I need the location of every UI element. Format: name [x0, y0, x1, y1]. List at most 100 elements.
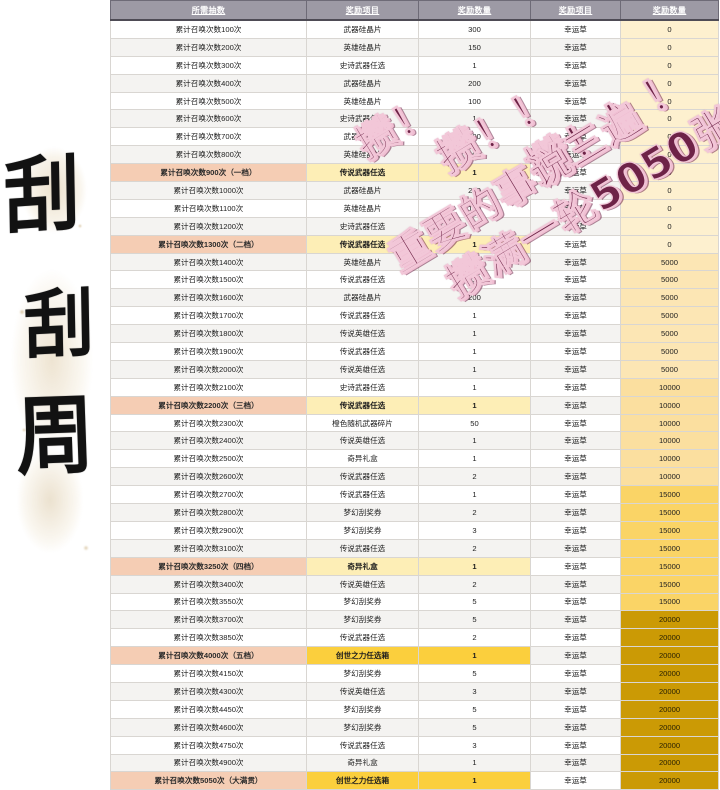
cell-reward-item-2: 幸运草: [530, 324, 621, 344]
cell-required-draws: 累计召唤次数700次: [110, 127, 307, 147]
cell-reward-qty-2: 0: [620, 163, 719, 183]
cell-reward-qty-1: 1: [418, 646, 531, 666]
cell-reward-qty-2: 20000: [620, 610, 719, 630]
ink-blot-background: [0, 130, 110, 560]
cell-reward-qty-1: 3: [418, 520, 531, 540]
watermark-char-1: 刮: [3, 144, 81, 247]
cell-reward-qty-1: 5: [418, 592, 531, 612]
table-row: 累计召唤次数2200次（三档） 传说武器任选 1 幸运草 10000: [110, 395, 719, 415]
cell-reward-qty-2: 20000: [620, 771, 719, 790]
cell-reward-item-1: 梦幻刮奖券: [306, 520, 419, 540]
cell-reward-qty-2: 15000: [620, 538, 719, 558]
calligraphy-watermark: 刮 刮 周: [0, 0, 110, 720]
cell-reward-qty-2: 15000: [620, 592, 719, 612]
cell-reward-qty-1: 1: [418, 431, 531, 451]
cell-reward-qty-1: 1: [418, 395, 531, 415]
cell-reward-item-1: 武器硅晶片: [306, 19, 419, 39]
cell-reward-item-1: 传说武器任选: [306, 342, 419, 361]
table-row: 累计召唤次数600次 史诗武器任选 1 幸运草 0: [110, 109, 719, 129]
table-row: 累计召唤次数2800次 梦幻刮奖券 2 幸运草 15000: [110, 503, 719, 522]
cell-required-draws: 累计召唤次数1500次: [110, 270, 307, 290]
cell-reward-qty-2: 0: [620, 19, 719, 39]
cell-required-draws: 累计召唤次数2400次: [110, 431, 307, 451]
table-row: 累计召唤次数4750次 传说武器任选 3 幸运草 20000: [110, 735, 719, 755]
header-reward-qty-2: 奖励数量: [620, 0, 719, 21]
cell-reward-qty-2: 5000: [620, 359, 719, 379]
cell-required-draws: 累计召唤次数1700次: [110, 306, 307, 326]
header-required-draws: 所需抽数: [110, 0, 307, 21]
table-body: 累计召唤次数100次 武器硅晶片 300 幸运草 0 累计召唤次数200次 英雄硅晶片 150…: [110, 19, 719, 790]
cell-reward-qty-1: 2: [418, 538, 531, 558]
table-row: 累计召唤次数4900次 奇异礼盒 1 幸运草 20000: [110, 753, 719, 773]
cell-reward-qty-1: 1: [418, 449, 531, 469]
cell-reward-item-2: 幸运草: [530, 395, 621, 415]
table-row: 累计召唤次数3250次（四档） 奇异礼盒 1 幸运草 15000: [110, 556, 719, 576]
table-row: 累计召唤次数2000次 传说英雄任选 1 幸运草 5000: [110, 359, 719, 379]
cell-reward-qty-1: 3: [418, 681, 531, 701]
cell-required-draws: 累计召唤次数1900次: [110, 342, 307, 361]
cell-reward-item-1: 史诗武器任选: [306, 109, 419, 129]
cell-reward-qty-1: 200: [418, 73, 531, 93]
table-row: 累计召唤次数800次 英雄硅晶片 100 幸运草 0: [110, 145, 719, 165]
cell-required-draws: 累计召唤次数200次: [110, 37, 307, 57]
cell-reward-item-1: 英雄硅晶片: [306, 37, 419, 57]
cell-reward-qty-1: 1: [418, 556, 531, 576]
table-row: 累计召唤次数4150次 梦幻刮奖券 5 幸运草 20000: [110, 664, 719, 683]
cell-reward-qty-2: 0: [620, 73, 719, 93]
cell-reward-qty-1: 300: [418, 19, 531, 39]
cell-reward-item-1: 传说武器任选: [306, 163, 419, 183]
cell-required-draws: 累计召唤次数2100次: [110, 377, 307, 397]
cell-reward-qty-1: 1: [418, 306, 531, 326]
cell-required-draws: 累计召唤次数1200次: [110, 216, 307, 236]
cell-reward-qty-1: 5: [418, 664, 531, 683]
cell-reward-item-2: 幸运草: [530, 503, 621, 522]
table-row: 累计召唤次数2500次 奇异礼盒 1 幸运草 10000: [110, 449, 719, 469]
cell-reward-item-2: 幸运草: [530, 646, 621, 666]
cell-reward-qty-2: 20000: [620, 646, 719, 666]
cell-reward-qty-2: 10000: [620, 377, 719, 397]
watermark-char-2: 刮: [23, 278, 95, 371]
cell-reward-item-1: 橙色随机武器碎片: [306, 413, 419, 433]
table-row: 累计召唤次数900次（一档） 传说武器任选 1 幸运草 0: [110, 163, 719, 183]
cell-required-draws: 累计召唤次数800次: [110, 145, 307, 165]
cell-reward-item-1: 梦幻刮奖券: [306, 717, 419, 737]
cell-required-draws: 累计召唤次数2800次: [110, 503, 307, 522]
cell-required-draws: 累计召唤次数300次: [110, 55, 307, 75]
table-row: 累计召唤次数1900次 传说武器任选 1 幸运草 5000: [110, 342, 719, 361]
cell-reward-item-1: 英雄硅晶片: [306, 198, 419, 218]
header-reward-qty-1: 奖励数量: [418, 0, 531, 21]
cell-reward-item-1: 奇异礼盒: [306, 449, 419, 469]
cell-reward-qty-1: 2: [418, 628, 531, 648]
cell-required-draws: 累计召唤次数2700次: [110, 485, 307, 505]
cell-required-draws: 累计召唤次数4750次: [110, 735, 307, 755]
cell-required-draws: 累计召唤次数2200次（三档）: [110, 395, 307, 415]
table-row: 累计召唤次数2600次 传说武器任选 2 幸运草 10000: [110, 467, 719, 487]
table-row: 累计召唤次数4300次 传说英雄任选 3 幸运草 20000: [110, 681, 719, 701]
cell-reward-item-1: 传说武器任选: [306, 485, 419, 505]
cell-reward-item-1: 史诗武器任选: [306, 216, 419, 236]
cell-reward-item-2: 幸运草: [530, 234, 621, 254]
cell-reward-item-2: 幸运草: [530, 306, 621, 326]
cell-required-draws: 累计召唤次数4000次（五档）: [110, 646, 307, 666]
cell-reward-item-2: 幸运草: [530, 556, 621, 576]
cell-reward-item-2: 幸运草: [530, 198, 621, 218]
table-row: 累计召唤次数200次 英雄硅晶片 150 幸运草 0: [110, 37, 719, 57]
cell-reward-item-1: 梦幻刮奖券: [306, 664, 419, 683]
cell-reward-qty-2: 0: [620, 55, 719, 75]
cell-required-draws: 累计召唤次数2500次: [110, 449, 307, 469]
cell-reward-item-2: 幸运草: [530, 73, 621, 93]
cell-reward-qty-1: 50: [418, 413, 531, 433]
table-row: 累计召唤次数3700次 梦幻刮奖券 5 幸运草 20000: [110, 610, 719, 630]
cell-reward-item-2: 幸运草: [530, 771, 621, 790]
cell-reward-qty-1: 200: [418, 127, 531, 147]
cell-required-draws: 累计召唤次数1800次: [110, 324, 307, 344]
cell-reward-item-2: 幸运草: [530, 699, 621, 719]
cell-reward-qty-2: 15000: [620, 556, 719, 576]
header-reward-item-2: 奖励项目: [530, 0, 621, 21]
cell-reward-qty-2: 5000: [620, 342, 719, 361]
cell-reward-qty-1: 1: [418, 342, 531, 361]
cell-required-draws: 累计召唤次数600次: [110, 109, 307, 129]
watermark-char-3: 周: [14, 385, 96, 488]
cell-reward-item-2: 幸运草: [530, 252, 621, 272]
cell-reward-qty-2: 0: [620, 234, 719, 254]
